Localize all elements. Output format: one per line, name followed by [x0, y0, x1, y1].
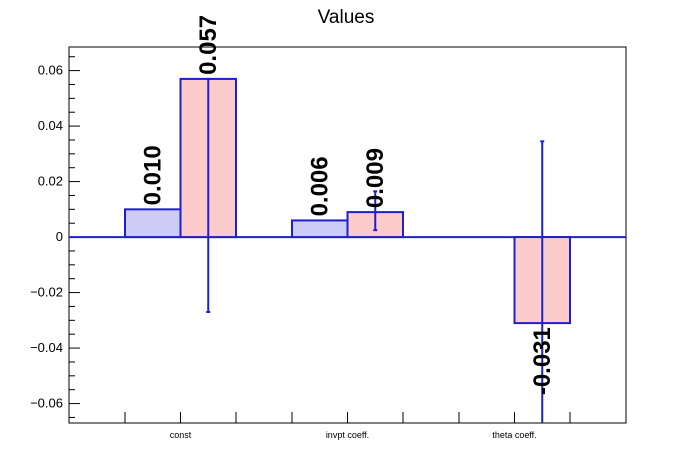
bar-value-label: 0.057 [195, 15, 222, 75]
bar-layer [124, 77, 571, 423]
x-category-label: theta coeff. [492, 430, 536, 440]
bar-value-label: -0.031 [529, 327, 556, 395]
y-tick-label: −0.04 [30, 340, 63, 355]
label-layer: 0.010 0.006 0.057 0.009 -0.031 [140, 15, 557, 395]
y-tick-label: 0.06 [38, 63, 63, 78]
y-tick-label: 0.02 [38, 174, 63, 189]
y-tick-label: 0.04 [38, 118, 63, 133]
bar-value-label: 0.009 [362, 148, 389, 208]
y-tick-label: −0.06 [30, 396, 63, 411]
bar-value-label: 0.010 [140, 145, 167, 205]
y-tick-label: −0.02 [30, 285, 63, 300]
chart-title: Values [318, 7, 375, 28]
bar [124, 208, 182, 239]
bar [291, 219, 349, 239]
y-tick-label: 0 [56, 229, 63, 244]
x-category-label: invpt coeff. [326, 430, 369, 440]
x-category-label: const [170, 430, 192, 440]
bar-value-label: 0.006 [307, 156, 334, 216]
